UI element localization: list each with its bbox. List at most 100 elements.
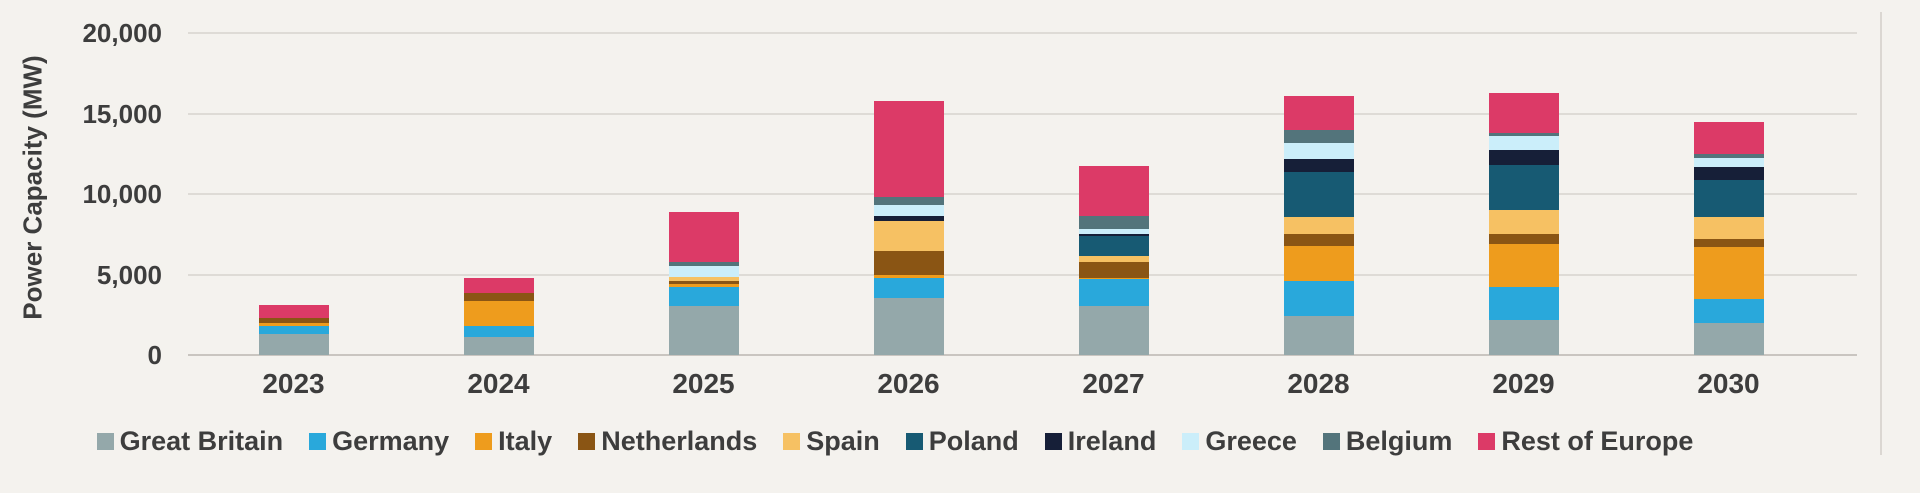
bar-segment-netherlands bbox=[1488, 234, 1559, 244]
stacked-bar-2029 bbox=[1488, 93, 1559, 355]
bar-segment-italy bbox=[258, 322, 329, 327]
bar-segment-greece bbox=[668, 265, 739, 277]
bar-segment-poland bbox=[1693, 180, 1764, 218]
bar-segment-belgium bbox=[1283, 129, 1354, 144]
bar-slot-2025: 2025 bbox=[601, 0, 806, 399]
legend-item-greece: Greece bbox=[1182, 426, 1297, 457]
legend-swatch bbox=[1478, 433, 1496, 450]
legend-item-netherlands: Netherlands bbox=[578, 426, 757, 457]
legend-item-great-britain: Great Britain bbox=[96, 426, 283, 457]
stacked-bar-2025 bbox=[668, 211, 739, 355]
bar-segment-greece bbox=[1283, 143, 1354, 160]
bar-segment-great-britain bbox=[668, 305, 739, 355]
legend: Great Britain Germany Italy Netherlands Spai… bbox=[0, 426, 1790, 457]
legend-label: Greece bbox=[1205, 426, 1297, 456]
legend-item-germany: Germany bbox=[309, 426, 449, 457]
bar-segment-poland bbox=[1283, 172, 1354, 218]
bar-segment-ireland bbox=[873, 215, 944, 222]
plot-area: 2023 2024 2025 2026 2027 2028 2029 2030 bbox=[191, 0, 1831, 399]
legend-item-spain: Spain bbox=[783, 426, 880, 457]
bar-slot-2026: 2026 bbox=[806, 0, 1011, 399]
bar-segment-germany bbox=[1283, 280, 1354, 317]
stacked-bar-2028 bbox=[1283, 95, 1354, 355]
legend-swatch bbox=[1044, 433, 1062, 450]
bar-segment-belgium bbox=[873, 197, 944, 205]
bar-segment-germany bbox=[668, 287, 739, 306]
legend-swatch bbox=[783, 433, 801, 450]
legend-item-poland: Poland bbox=[905, 426, 1019, 457]
bar-segment-rest-of-europe bbox=[1693, 121, 1764, 154]
bar-segment-germany bbox=[1078, 279, 1149, 306]
bar-segment-rest-of-europe bbox=[668, 211, 739, 262]
stacked-bar-2024 bbox=[463, 277, 534, 355]
bar-segment-greece bbox=[873, 204, 944, 216]
x-tick-label: 2027 bbox=[1082, 368, 1145, 399]
legend-swatch bbox=[1322, 433, 1340, 450]
bar-segment-germany bbox=[1488, 287, 1559, 320]
gridline bbox=[188, 112, 1857, 115]
bar-segment-italy bbox=[668, 284, 739, 288]
bar-slot-2024: 2024 bbox=[396, 0, 601, 399]
bar-segment-spain bbox=[1078, 255, 1149, 263]
bar-segment-rest-of-europe bbox=[1078, 165, 1149, 216]
bar-segment-great-britain bbox=[1693, 322, 1764, 355]
bar-slot-2028: 2028 bbox=[1216, 0, 1421, 399]
bar-segment-italy bbox=[1283, 245, 1354, 281]
x-tick-label: 2026 bbox=[877, 368, 940, 399]
bar-segment-spain bbox=[1283, 217, 1354, 235]
x-tick-label: 2028 bbox=[1287, 368, 1350, 399]
bar-segment-greece bbox=[1078, 229, 1149, 234]
bar-segment-netherlands bbox=[1693, 239, 1764, 248]
y-tick-label: 5,000 bbox=[96, 259, 162, 290]
y-tick-label: 20,000 bbox=[82, 18, 162, 48]
legend-item-italy: Italy bbox=[475, 426, 552, 457]
bar-segment-ireland bbox=[1283, 159, 1354, 173]
x-tick-label: 2030 bbox=[1697, 368, 1760, 399]
bar-segment-netherlands bbox=[668, 280, 739, 285]
bar-segment-italy bbox=[463, 301, 534, 327]
gridline bbox=[188, 273, 1857, 276]
bar-segment-great-britain bbox=[1283, 316, 1354, 355]
bar-segment-belgium bbox=[668, 261, 739, 266]
bar-segment-rest-of-europe bbox=[463, 277, 534, 294]
bar-segment-germany bbox=[258, 326, 329, 335]
bar-segment-rest-of-europe bbox=[873, 100, 944, 198]
legend-label: Germany bbox=[332, 426, 450, 456]
bar-segment-belgium bbox=[1693, 153, 1764, 158]
bar-segment-great-britain bbox=[1488, 319, 1559, 355]
legend-item-belgium: Belgium bbox=[1322, 426, 1452, 457]
bar-segment-great-britain bbox=[258, 334, 329, 355]
legend-item-ireland: Ireland bbox=[1044, 426, 1157, 457]
bar-segment-netherlands bbox=[1283, 234, 1354, 246]
bar-segment-italy bbox=[1078, 277, 1149, 280]
bar-segment-italy bbox=[873, 275, 944, 278]
bar-segment-greece bbox=[1693, 157, 1764, 167]
y-tick-label: 10,000 bbox=[82, 179, 162, 209]
legend-label: Ireland bbox=[1067, 426, 1157, 456]
x-tick-label: 2023 bbox=[262, 368, 325, 399]
bar-segment-poland bbox=[1078, 236, 1149, 256]
bar-slot-2023: 2023 bbox=[191, 0, 396, 399]
bar-slot-2029: 2029 bbox=[1421, 0, 1626, 399]
gridline bbox=[188, 32, 1857, 34]
stacked-bar-2030 bbox=[1693, 121, 1764, 355]
bar-segment-ireland bbox=[1078, 233, 1149, 237]
legend-label: Italy bbox=[498, 426, 553, 456]
legend-label: Rest of Europe bbox=[1501, 426, 1694, 456]
bar-segment-germany bbox=[1693, 299, 1764, 323]
bar-segment-belgium bbox=[1488, 132, 1559, 137]
y-tick-label: 15,000 bbox=[82, 98, 162, 129]
bar-segment-great-britain bbox=[873, 297, 944, 355]
legend-label: Spain bbox=[806, 426, 880, 456]
x-tick-label: 2025 bbox=[672, 368, 735, 399]
stacked-bar-2023 bbox=[258, 305, 329, 355]
legend-label: Netherlands bbox=[601, 426, 758, 456]
bar-segment-spain bbox=[1693, 217, 1764, 240]
bar-segment-poland bbox=[1488, 165, 1559, 211]
bar-segment-netherlands bbox=[258, 318, 329, 323]
bar-segment-italy bbox=[1488, 243, 1559, 288]
gridline bbox=[188, 193, 1857, 195]
bar-segment-ireland bbox=[1693, 166, 1764, 181]
bar-segment-ireland bbox=[1488, 149, 1559, 166]
chart-right-border bbox=[1880, 12, 1882, 455]
